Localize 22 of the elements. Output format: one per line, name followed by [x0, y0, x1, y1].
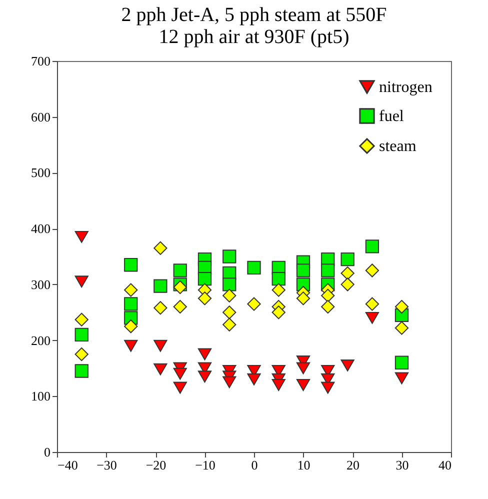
legend-label: steam [379, 138, 417, 155]
y-tick-label: 100 [31, 388, 50, 404]
x-tick-label: −20 [146, 458, 166, 472]
x-tick-label: −30 [96, 458, 117, 472]
x-tick-label: 20 [346, 458, 360, 472]
y-tick-label: 600 [31, 109, 50, 124]
y-tick-label: 700 [31, 54, 50, 68]
x-tick-label: 10 [297, 458, 310, 472]
y-tick-label: 400 [31, 221, 50, 236]
x-tick-label: −40 [58, 458, 78, 472]
x-tick-label: 40 [438, 458, 452, 472]
legend-label: nitrogen [379, 79, 432, 96]
y-tick-label: 0 [44, 444, 50, 460]
x-tick-label: 0 [251, 458, 258, 472]
text: 12 pph air at 930F (pt5) [158, 26, 350, 48]
legend-label: fuel [379, 108, 404, 125]
y-tick-label: 200 [31, 332, 50, 348]
x-tick-label: 30 [396, 458, 409, 472]
y-tick-label: 500 [31, 165, 50, 180]
y-tick-label: 300 [31, 276, 50, 292]
text: 2 pph Jet-A, 5 pph steam at 550F [121, 4, 387, 26]
x-tick-label: −10 [195, 458, 216, 472]
